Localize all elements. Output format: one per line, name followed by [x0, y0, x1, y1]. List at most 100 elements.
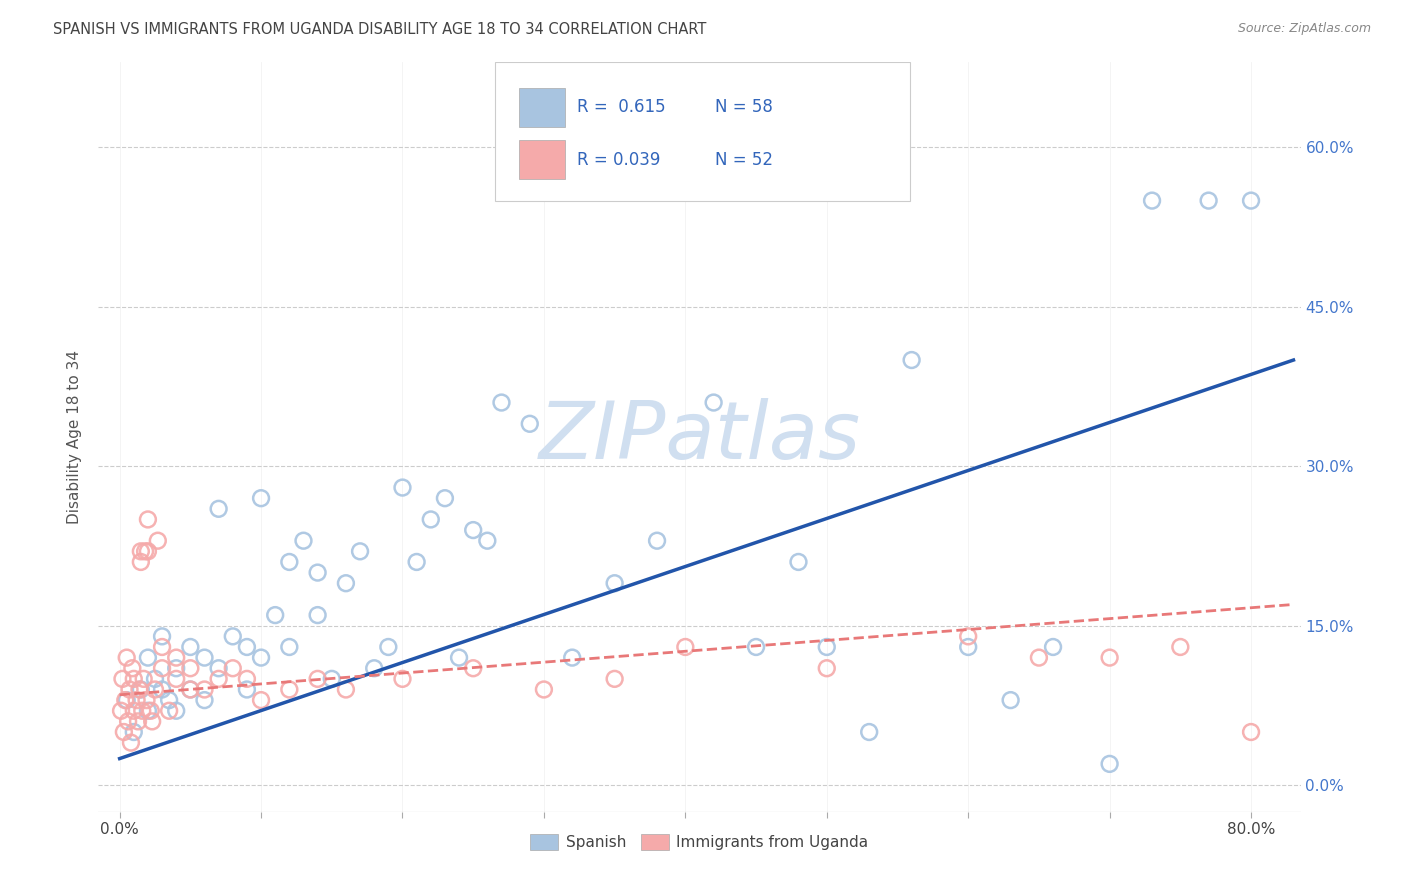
Point	[463, 523, 485, 537]
Point	[165, 704, 187, 718]
Point	[150, 682, 173, 697]
Point	[115, 650, 138, 665]
Point	[745, 640, 768, 654]
Point	[118, 682, 141, 697]
Text: ZIPatlas: ZIPatlas	[538, 398, 860, 476]
Point	[603, 576, 626, 591]
Point	[110, 704, 132, 718]
Point	[122, 672, 145, 686]
Point	[165, 650, 187, 665]
Point	[129, 544, 152, 558]
Point	[264, 608, 287, 623]
Point	[363, 661, 385, 675]
Point	[1240, 725, 1263, 739]
Point	[519, 417, 541, 431]
Point	[236, 682, 259, 697]
Point	[477, 533, 499, 548]
Point	[128, 682, 150, 697]
Point	[131, 704, 153, 718]
Text: SPANISH VS IMMIGRANTS FROM UGANDA DISABILITY AGE 18 TO 34 CORRELATION CHART: SPANISH VS IMMIGRANTS FROM UGANDA DISABI…	[53, 22, 707, 37]
Point	[1140, 194, 1163, 208]
Text: N = 52: N = 52	[716, 151, 773, 169]
Point	[127, 714, 149, 729]
Legend: Spanish, Immigrants from Uganda: Spanish, Immigrants from Uganda	[524, 829, 875, 856]
Point	[419, 512, 441, 526]
Point	[132, 672, 155, 686]
Point	[150, 640, 173, 654]
Point	[136, 704, 159, 718]
Point	[491, 395, 513, 409]
Point	[1198, 194, 1220, 208]
Point	[250, 491, 273, 506]
Text: R =  0.615: R = 0.615	[576, 98, 665, 116]
Point	[307, 672, 329, 686]
Point	[250, 650, 273, 665]
Point	[335, 576, 357, 591]
Point	[1098, 650, 1121, 665]
Point	[143, 672, 166, 686]
Point	[645, 533, 668, 548]
FancyBboxPatch shape	[495, 62, 910, 201]
Point	[1028, 650, 1050, 665]
Point	[120, 736, 142, 750]
Point	[208, 672, 231, 686]
Point	[236, 672, 259, 686]
Point	[125, 693, 148, 707]
Point	[193, 682, 215, 697]
Point	[114, 693, 136, 707]
Point	[117, 714, 139, 729]
Point	[150, 661, 173, 675]
Point	[111, 672, 134, 686]
Point	[703, 395, 725, 409]
Point	[533, 682, 555, 697]
Point	[135, 693, 157, 707]
Point	[307, 566, 329, 580]
FancyBboxPatch shape	[519, 88, 565, 127]
Point	[193, 650, 215, 665]
Point	[222, 661, 245, 675]
Point	[815, 640, 838, 654]
Point	[179, 682, 201, 697]
Point	[165, 672, 187, 686]
Point	[321, 672, 343, 686]
Point	[250, 693, 273, 707]
Point	[900, 353, 922, 368]
Point	[1240, 194, 1263, 208]
Point	[391, 481, 413, 495]
Point	[307, 608, 329, 623]
Point	[278, 555, 301, 569]
Point	[236, 640, 259, 654]
Point	[603, 672, 626, 686]
Point	[957, 629, 980, 643]
Point	[1000, 693, 1022, 707]
Point	[157, 693, 180, 707]
Point	[122, 725, 145, 739]
Point	[121, 661, 143, 675]
Point	[208, 501, 231, 516]
Point	[136, 544, 159, 558]
Text: R = 0.039: R = 0.039	[576, 151, 661, 169]
Point	[292, 533, 315, 548]
Point	[433, 491, 456, 506]
Point	[957, 640, 980, 654]
Point	[179, 661, 201, 675]
Point	[150, 629, 173, 643]
Point	[673, 640, 696, 654]
Point	[335, 682, 357, 697]
Point	[208, 661, 231, 675]
Point	[1042, 640, 1064, 654]
Point	[165, 661, 187, 675]
Point	[141, 714, 163, 729]
Point	[129, 682, 152, 697]
Point	[136, 650, 159, 665]
Point	[377, 640, 399, 654]
Point	[278, 640, 301, 654]
Point	[405, 555, 427, 569]
Point	[143, 682, 166, 697]
Point	[136, 512, 159, 526]
Point	[157, 704, 180, 718]
Point	[146, 533, 169, 548]
FancyBboxPatch shape	[519, 140, 565, 179]
Point	[815, 661, 838, 675]
Point	[561, 650, 583, 665]
